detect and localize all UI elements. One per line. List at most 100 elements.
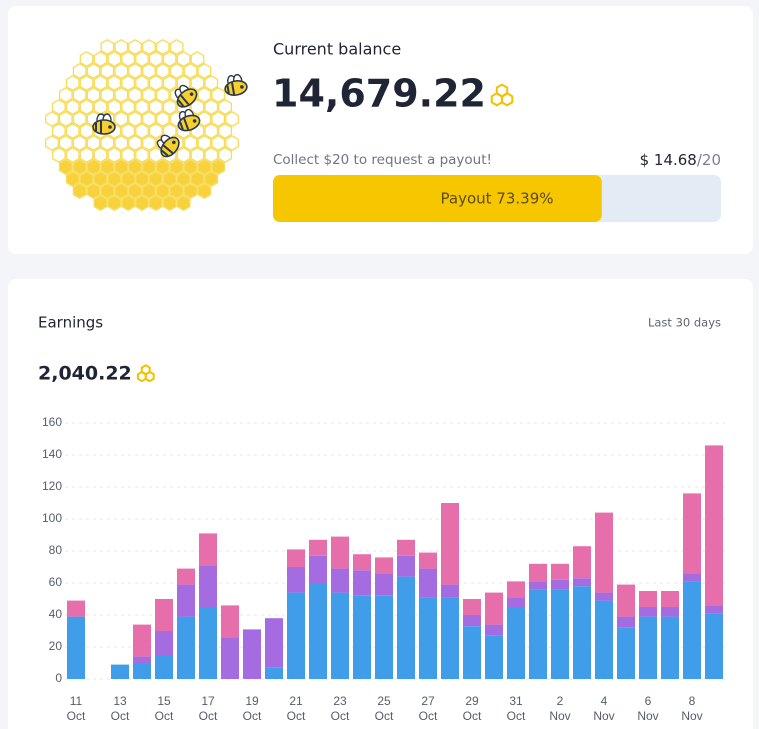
bee-eye (189, 92, 194, 96)
comb-cell (148, 147, 163, 163)
x-tick-label: 11 Oct (66, 694, 86, 723)
x-tick-label: 25 Oct (374, 694, 394, 723)
y-tick-label: 100 (42, 511, 62, 525)
bar-segment (529, 589, 547, 679)
comb-cell (121, 99, 136, 115)
comb-cell (162, 51, 177, 67)
bar-segment (397, 539, 415, 556)
comb-cell (79, 99, 94, 115)
comb-cell (79, 51, 94, 67)
bar-segment (331, 536, 349, 569)
comb-cell (155, 39, 170, 55)
comb-cell (135, 51, 149, 67)
bar-segment (199, 607, 217, 679)
comb-cell (128, 39, 142, 55)
comb-cell (190, 147, 205, 163)
comb-cell (197, 63, 212, 79)
icon-hex (144, 370, 155, 383)
bar-segment (155, 599, 173, 631)
icon-hex (500, 92, 514, 107)
y-tick-label: 160 (42, 415, 62, 429)
bee (156, 134, 180, 158)
bar-segment (573, 578, 591, 587)
comb-cell (65, 171, 80, 187)
comb-cell (190, 75, 205, 91)
progress-fill (273, 175, 602, 222)
bar-segment (617, 616, 635, 628)
bar-segment (485, 635, 503, 679)
comb-cell (190, 171, 205, 187)
comb-cell (58, 135, 73, 151)
comb-cell (128, 183, 142, 199)
bee-stripe (183, 118, 190, 131)
comb-cell (128, 159, 142, 175)
comb-cell (169, 159, 184, 175)
comb-cell (107, 147, 122, 163)
comb-cell (65, 123, 80, 139)
bee-body (224, 80, 248, 96)
bar-segment (309, 583, 327, 679)
bee-eye (172, 140, 176, 145)
bar-segment (199, 565, 217, 607)
comb-cell (100, 87, 115, 103)
bee (177, 108, 201, 132)
comb-cell (176, 147, 191, 163)
bee-stripe (180, 94, 190, 106)
comb-cell (225, 111, 239, 127)
comb-cell (148, 51, 163, 67)
comb-cell (148, 123, 163, 139)
comb-cell (211, 87, 226, 103)
progress-label: Payout 73.39% (441, 190, 554, 208)
y-tick-label: 120 (42, 479, 62, 493)
comb-cell (79, 147, 94, 163)
bar-segment (683, 581, 701, 679)
comb-cell (128, 87, 142, 103)
x-tick-label: 29 Oct (462, 694, 482, 723)
comb-cell (197, 87, 212, 103)
bar-segment (353, 554, 371, 571)
comb-cell (93, 99, 108, 115)
bar-segment (661, 591, 679, 607)
comb-cell (100, 135, 115, 151)
comb-cell (51, 123, 66, 139)
comb-cell (45, 135, 59, 151)
x-tick-label: 4 Nov (593, 694, 615, 723)
x-tick-label: 19 Oct (242, 694, 262, 723)
comb-cell (169, 63, 184, 79)
bar-segment (177, 568, 195, 585)
comb-cell (162, 171, 177, 187)
comb-cell (190, 51, 205, 67)
comb-cell (114, 135, 129, 151)
comb-cell (93, 171, 108, 187)
x-tick-label: 8 Nov (681, 694, 703, 723)
bee-stripe (231, 82, 236, 95)
bar-segment (463, 615, 481, 627)
y-tick-label: 60 (49, 575, 63, 589)
payout-amount: $ 14.68 (640, 151, 697, 169)
comb-cell (121, 171, 136, 187)
bar-segment (419, 552, 437, 569)
bar-segment (155, 655, 173, 679)
bee-eye (192, 119, 197, 123)
bee-stripe (177, 99, 185, 107)
bar-segment (683, 573, 701, 582)
comb-cell (225, 135, 239, 151)
bar-segment (221, 605, 239, 638)
comb-cell (148, 171, 163, 187)
bar-segment (397, 555, 415, 577)
comb-cell (72, 111, 87, 127)
bar-segment (419, 568, 437, 598)
comb-cell (218, 99, 233, 115)
comb-cell (211, 135, 226, 151)
comb-cell (114, 39, 129, 55)
comb-cell (142, 135, 156, 151)
bar-segment (551, 563, 569, 580)
honeycomb-illustration (45, 39, 248, 211)
bar-segment (529, 563, 547, 582)
comb-cell (169, 39, 184, 55)
bar-segment (705, 445, 723, 606)
comb-cell (79, 75, 94, 91)
comb-cell (218, 147, 233, 163)
comb-cell (121, 195, 136, 211)
